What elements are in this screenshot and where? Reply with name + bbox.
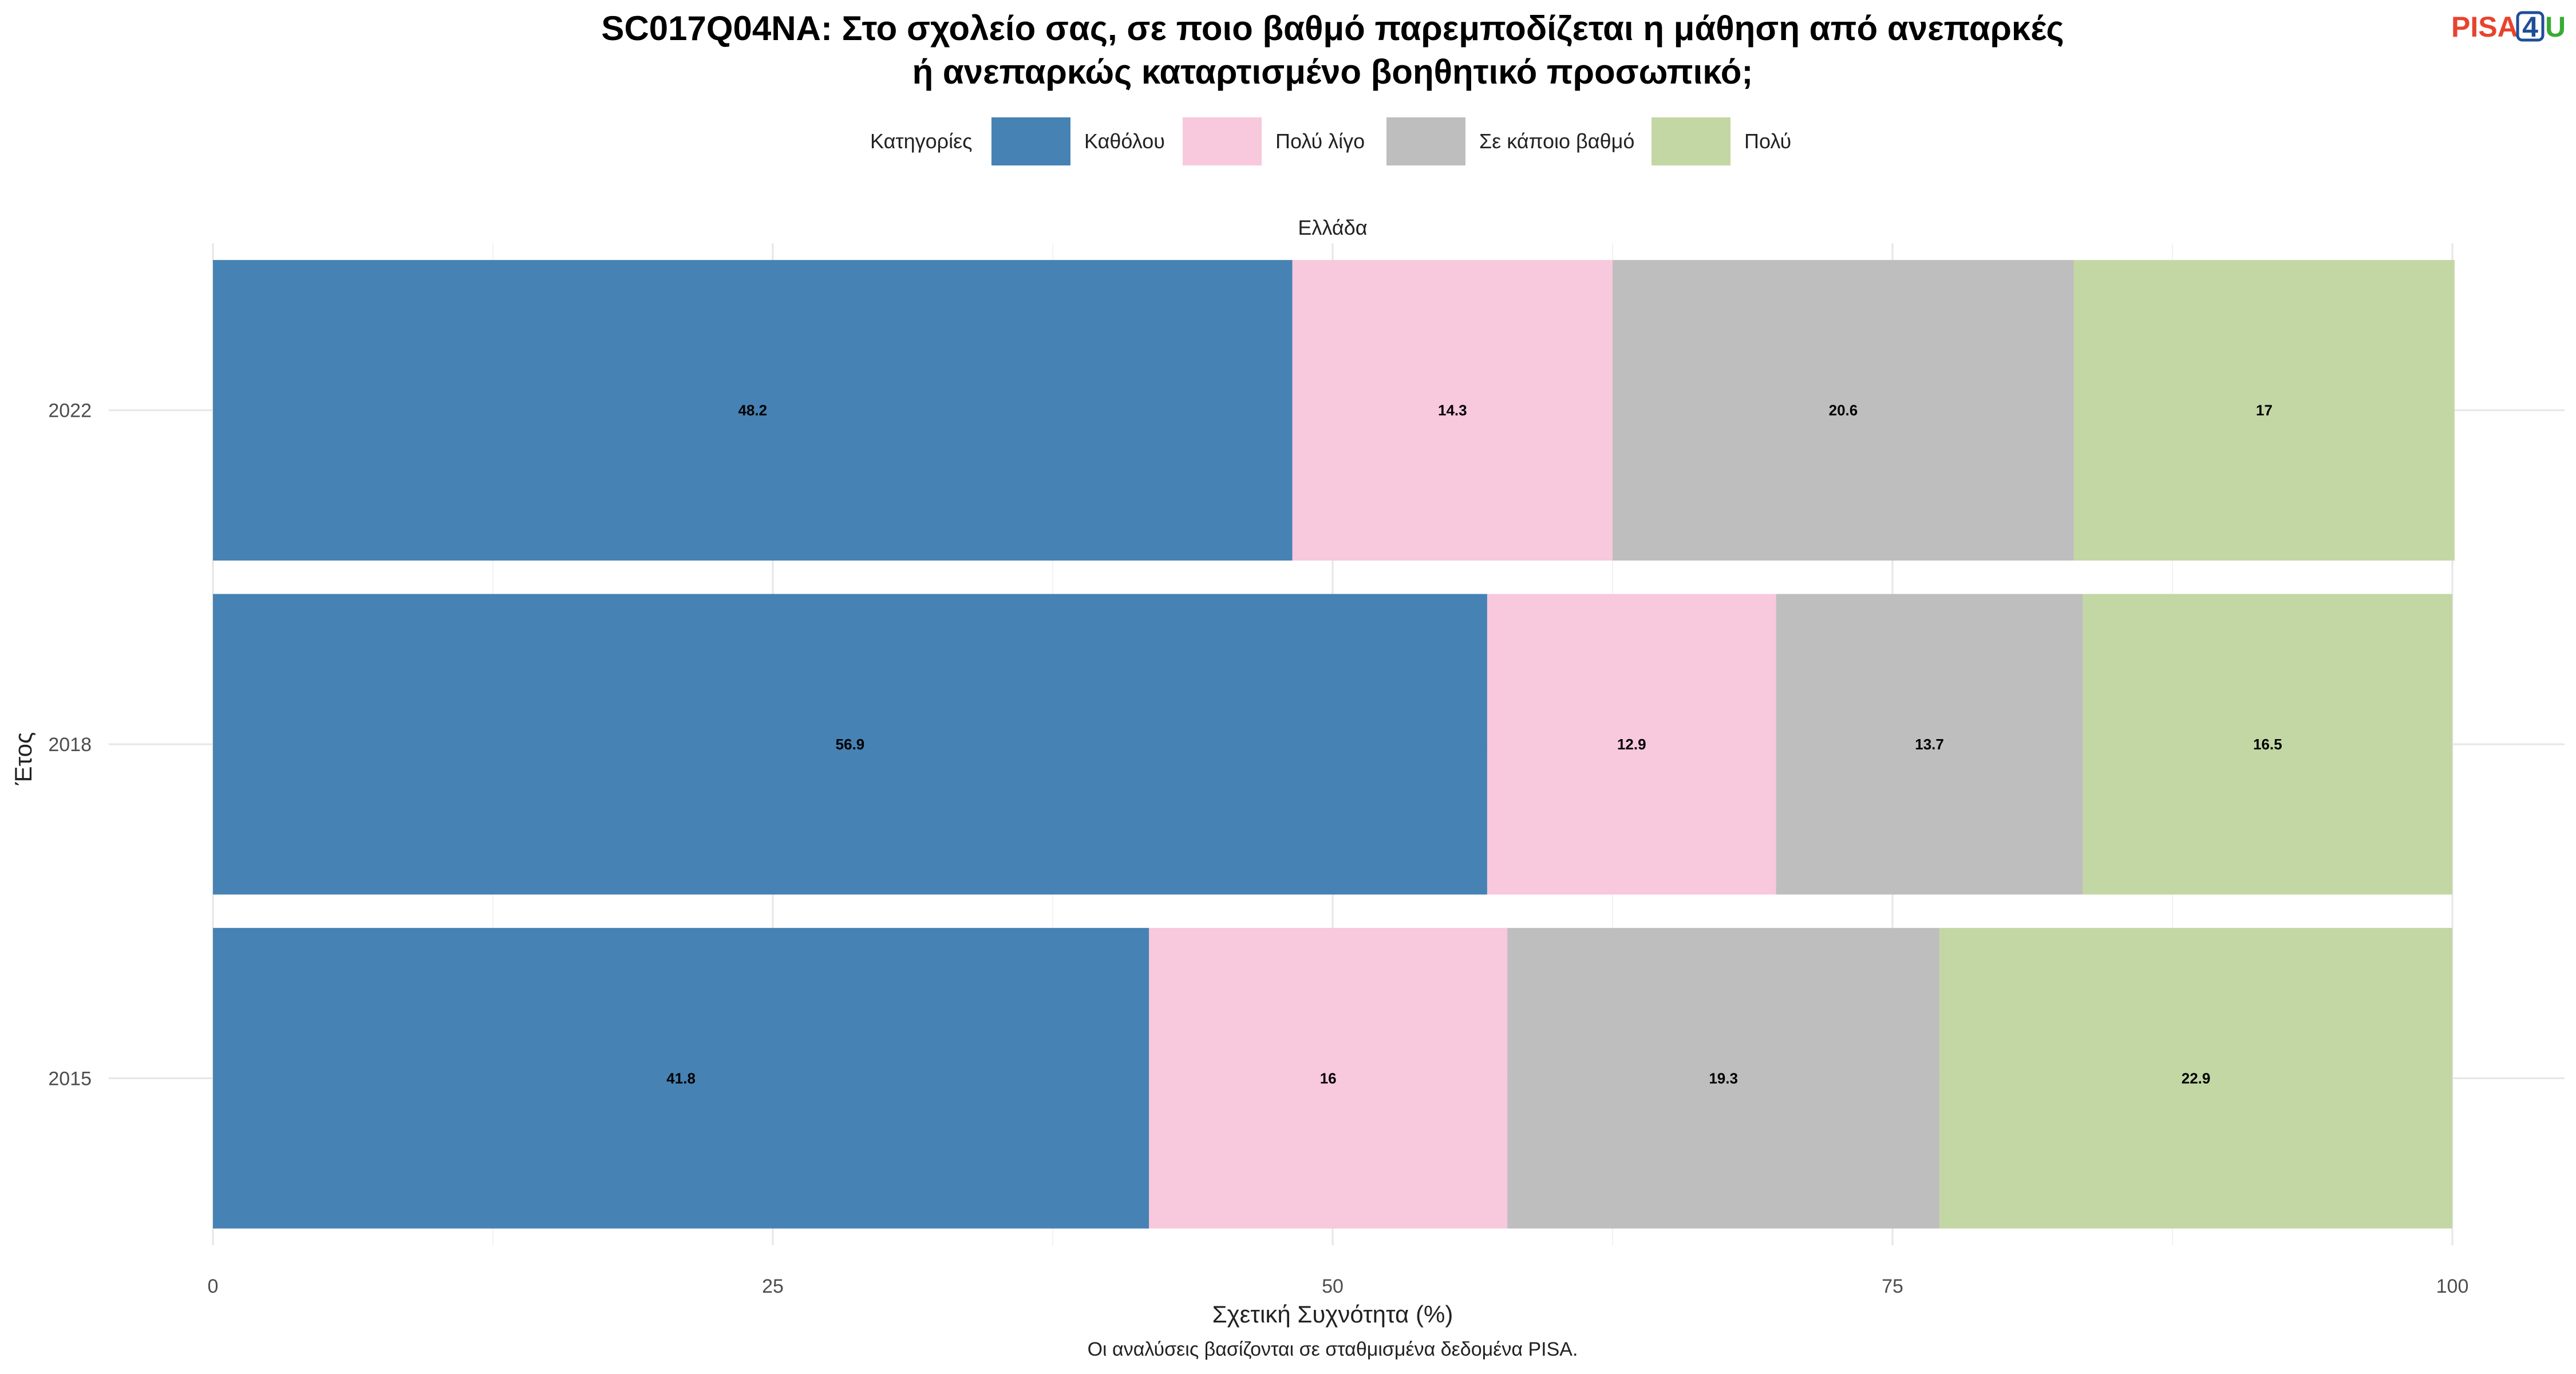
bar-2015-0 <box>213 927 1149 1229</box>
data-label-2022-0: 48.2 <box>738 402 767 419</box>
x-axis-ticks: 0 25 50 75 100 <box>208 1276 2469 1297</box>
bar-2015-2 <box>1507 927 1940 1229</box>
x-tick-label-75: 75 <box>1882 1276 1903 1297</box>
legend-key-3 <box>1652 117 1730 165</box>
legend-key-1 <box>1183 117 1262 165</box>
data-label-2018-3: 16.5 <box>2253 736 2282 753</box>
legend-label-0: Καθόλου <box>1084 129 1165 153</box>
bar-2018-2 <box>1776 594 2083 895</box>
data-label-2022-1: 14.3 <box>1438 402 1467 419</box>
y-tick-label-2015: 2015 <box>48 1068 92 1089</box>
data-label-2018-1: 12.9 <box>1617 736 1646 753</box>
data-label-2015-0: 41.8 <box>666 1069 696 1087</box>
x-tick-label-50: 50 <box>1322 1276 1344 1297</box>
logo-four-frame <box>2516 11 2545 42</box>
y-tick-label-2018: 2018 <box>48 734 92 756</box>
x-tick-label-0: 0 <box>208 1276 219 1297</box>
data-label-2015-2: 19.3 <box>1709 1069 1738 1087</box>
legend-key-2 <box>1386 117 1465 165</box>
legend-label-2: Σε κάποιο βαθμό <box>1479 129 1634 153</box>
logo-pisa-text: PISA <box>2451 11 2518 43</box>
logo-u-text: U <box>2545 11 2566 43</box>
bar-2022-1 <box>1292 260 1613 561</box>
bar-2022-0 <box>213 260 1293 561</box>
bar-2015-3 <box>1939 927 2452 1229</box>
y-axis-title: Έτος <box>10 732 37 786</box>
data-label-2018-0: 56.9 <box>836 736 865 753</box>
bar-2015-1 <box>1149 927 1508 1229</box>
x-tick-label-25: 25 <box>762 1276 784 1297</box>
chart-title-line-2: ή ανεπαρκώς καταρτισμένο βοηθητικό προσω… <box>912 53 1753 91</box>
caption: Οι αναλύσεις βασίζονται σε σταθμισμένα δ… <box>1088 1339 1578 1360</box>
x-axis-title: Σχετική Συχνότητα (%) <box>1212 1301 1453 1328</box>
bar-2022-2 <box>1613 260 2074 561</box>
data-label-2022-2: 20.6 <box>1829 402 1858 419</box>
legend-label-1: Πολύ λίγο <box>1275 129 1365 153</box>
x-tick-label-100: 100 <box>2436 1276 2469 1297</box>
chart-title-line-1: SC017Q04NA: Στο σχολείο σας, σε ποιο βαθ… <box>601 9 2064 48</box>
data-label-2022-3: 17 <box>2256 402 2273 419</box>
bars: 48.2 14.3 20.6 17 56.9 12.9 13.7 16.5 41.8 16 19.3… <box>213 260 2455 1229</box>
data-label-2015-1: 16 <box>1320 1069 1337 1087</box>
data-label-2018-2: 13.7 <box>1915 736 1944 753</box>
bar-2018-0 <box>213 594 1487 895</box>
facet-label: Ελλάδα <box>1298 216 1367 239</box>
legend-key-0 <box>991 117 1070 165</box>
logo-four-text: 4 <box>2522 11 2538 43</box>
legend: Κατηγορίες Καθόλου Πολύ λίγο Σε κάποιο βαθ… <box>870 117 1791 165</box>
bar-2018-1 <box>1487 594 1776 895</box>
data-label-2015-3: 22.9 <box>2182 1069 2211 1087</box>
bar-2018-3 <box>2083 594 2452 895</box>
bar-2022-3 <box>2073 260 2455 561</box>
pisa4u-logo: PISA 4 U <box>2451 11 2566 43</box>
y-axis-ticks: 2022 2018 2015 <box>48 400 92 1090</box>
y-tick-label-2022: 2022 <box>48 400 92 422</box>
legend-title: Κατηγορίες <box>870 129 973 153</box>
legend-label-3: Πολύ <box>1744 129 1791 153</box>
